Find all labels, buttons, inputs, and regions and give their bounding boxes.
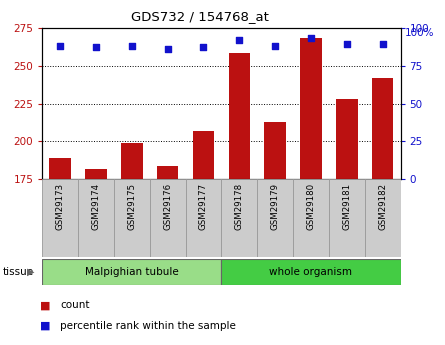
- Bar: [42, 259, 222, 285]
- Bar: [49, 158, 71, 179]
- Text: count: count: [60, 300, 89, 310]
- Point: [200, 45, 207, 50]
- Bar: [365, 179, 400, 257]
- Point: [57, 43, 64, 49]
- Text: ■: ■: [40, 321, 51, 331]
- Text: whole organism: whole organism: [269, 267, 352, 277]
- Text: GDS732 / 154768_at: GDS732 / 154768_at: [131, 10, 269, 23]
- Text: GSM29177: GSM29177: [199, 183, 208, 230]
- Bar: [42, 179, 78, 257]
- Text: Malpighian tubule: Malpighian tubule: [85, 267, 179, 277]
- Bar: [372, 78, 393, 179]
- Text: ▶: ▶: [27, 267, 34, 276]
- Point: [379, 41, 386, 47]
- Text: GSM29179: GSM29179: [271, 183, 279, 230]
- Text: GSM29181: GSM29181: [342, 183, 351, 230]
- Text: GSM29175: GSM29175: [127, 183, 136, 230]
- Bar: [329, 179, 365, 257]
- Bar: [229, 53, 250, 179]
- Point: [271, 43, 279, 49]
- Text: GSM29182: GSM29182: [378, 183, 387, 230]
- Bar: [257, 179, 293, 257]
- Bar: [85, 169, 107, 179]
- Text: GSM29178: GSM29178: [235, 183, 244, 230]
- Point: [93, 45, 100, 50]
- Point: [343, 41, 350, 47]
- Text: GSM29180: GSM29180: [307, 183, 316, 230]
- Bar: [222, 259, 400, 285]
- Bar: [222, 179, 257, 257]
- Bar: [264, 122, 286, 179]
- Bar: [336, 99, 357, 179]
- Point: [307, 36, 315, 41]
- Bar: [150, 179, 186, 257]
- Point: [164, 46, 171, 52]
- Text: GSM29174: GSM29174: [92, 183, 101, 230]
- Bar: [114, 179, 150, 257]
- Bar: [186, 179, 222, 257]
- Text: 100%: 100%: [405, 28, 434, 38]
- Bar: [193, 131, 214, 179]
- Text: ■: ■: [40, 300, 51, 310]
- Point: [128, 43, 135, 49]
- Bar: [300, 38, 322, 179]
- Point: [236, 37, 243, 42]
- Text: percentile rank within the sample: percentile rank within the sample: [60, 321, 236, 331]
- Bar: [293, 179, 329, 257]
- Text: GSM29173: GSM29173: [56, 183, 65, 230]
- Bar: [78, 179, 114, 257]
- Text: GSM29176: GSM29176: [163, 183, 172, 230]
- Text: tissue: tissue: [2, 267, 33, 276]
- Bar: [121, 143, 142, 179]
- Bar: [157, 166, 178, 179]
